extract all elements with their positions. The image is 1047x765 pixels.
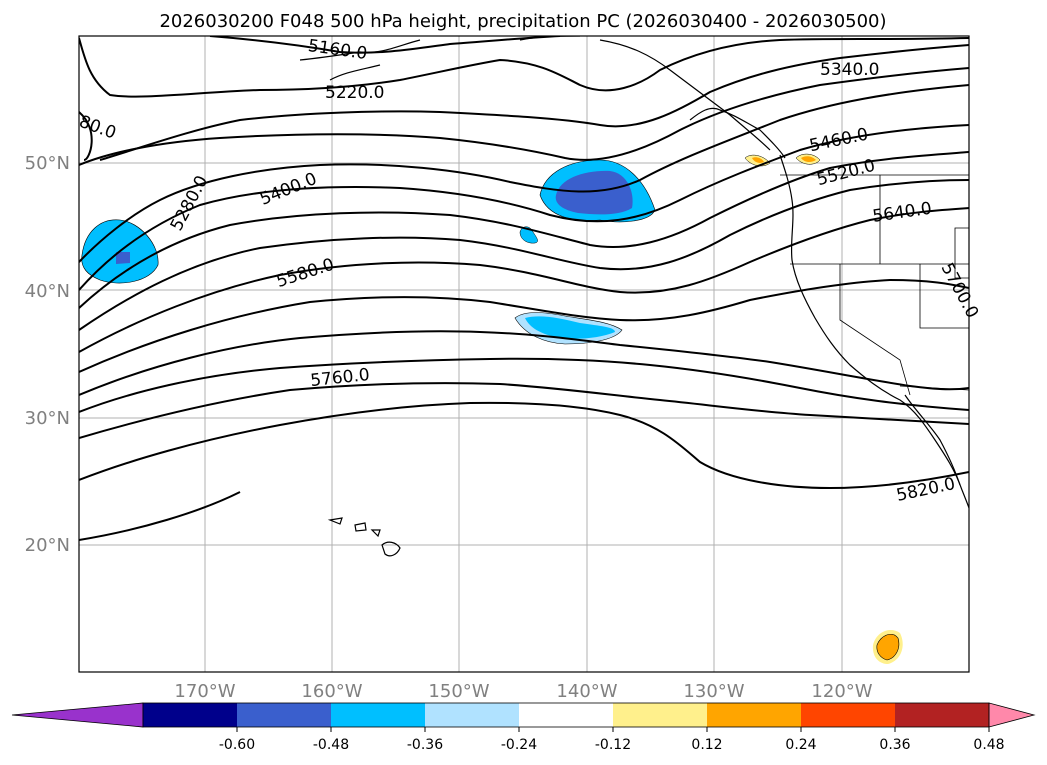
lat-tick-20n: 20°N [25, 535, 70, 556]
colorbar-tick-label: -0.24 [501, 737, 537, 753]
colorbar-tick-label: -0.12 [595, 737, 631, 753]
lat-tick-50n: 50°N [25, 153, 70, 174]
contour-5760b [79, 382, 969, 439]
contour-5160 [209, 36, 561, 54]
contour-label-5400: 5400.0 [257, 169, 320, 210]
lon-tick-140w: 140°W [556, 681, 617, 702]
contour-label-5640: 5640.0 [871, 199, 933, 227]
colorbar-tick-label: -0.48 [313, 737, 349, 753]
lon-tick-160w: 160°W [301, 681, 362, 702]
lat-tick-30n: 30°N [25, 408, 70, 429]
colorbar-segment [895, 703, 990, 727]
colorbar-segment [801, 703, 896, 727]
contour-label-5580: 5580.0 [274, 255, 337, 292]
contour-5520 [79, 151, 969, 309]
precip-positive-north-2-core [801, 156, 816, 163]
colorbar-tick-label: 0.24 [785, 737, 816, 753]
contour-label-80: 80.0 [76, 112, 118, 144]
contour-5760 [79, 357, 969, 413]
lat-tick-labels: 50°N 40°N 30°N 20°N [25, 153, 70, 556]
colorbar-segment [331, 703, 426, 727]
lon-tick-labels: 170°W 160°W 150°W 140°W 130°W 120°W [174, 681, 872, 702]
colorbar-outline [142, 702, 990, 728]
contour-label-5520: 5520.0 [815, 156, 878, 191]
contour-label-5340: 5340.0 [820, 60, 879, 80]
contour-5340 [79, 67, 969, 166]
colorbar-tick-label: -0.60 [219, 737, 255, 753]
colorbar-extend-min [11, 702, 144, 728]
contour-5460 [79, 124, 969, 291]
precip-area-south-core [525, 316, 615, 339]
contour-label-5220: 5220.0 [325, 83, 384, 103]
contour-labels: 5160.0 5220.0 80.0 5280.0 5340.0 5400.0 … [76, 36, 982, 506]
colorbar-segment [237, 703, 332, 727]
colorbar-ticks: -0.60 -0.48 -0.36 -0.24 -0.12 0.12 0.24 0.36 0.4… [219, 727, 1005, 753]
precip-area-west-core [116, 252, 130, 264]
contour-5820a [79, 401, 969, 490]
lon-tick-170w: 170°W [174, 681, 235, 702]
contour-label-5700: 5700.0 [937, 260, 983, 322]
border-states-1 [790, 175, 969, 396]
precip-positive-north-core [752, 157, 764, 163]
contour-5820b [79, 491, 241, 541]
lon-tick-120w: 120°W [811, 681, 872, 702]
contour-label-5820: 5820.0 [895, 474, 957, 506]
island-hawaii-3 [370, 529, 381, 538]
height-contours [79, 36, 969, 541]
lon-tick-150w: 150°W [428, 681, 489, 702]
figure-title: 2026030200 F048 500 hPa height, precipit… [159, 11, 886, 32]
island-hawaii-1 [327, 517, 343, 525]
coast-westcoast [779, 154, 969, 509]
coast-alaska [299, 36, 771, 151]
colorbar-segment [519, 703, 614, 727]
precip-positive-south-core [876, 634, 900, 661]
contour-label-5460: 5460.0 [808, 124, 870, 156]
colorbar-segment [613, 703, 708, 727]
contour-5220 [79, 37, 969, 98]
colorbar-segment [707, 703, 802, 727]
contour-5280 [79, 44, 969, 161]
precip-area-central-core [555, 170, 633, 215]
map-frame [78, 35, 970, 673]
colorbar-tick-label: 0.48 [973, 737, 1004, 753]
contour-5700 [79, 278, 969, 373]
contour-label-5760: 5760.0 [309, 365, 370, 391]
contour-5700b [79, 330, 969, 396]
lat-tick-40n: 40°N [25, 281, 70, 302]
precip-area-small [519, 226, 538, 244]
island-hawaii-2 [354, 522, 367, 532]
coast-bc [689, 107, 786, 159]
colorbar-segment [143, 703, 238, 727]
colorbar: -0.60 -0.48 -0.36 -0.24 -0.12 0.12 0.24 0.36 0.4… [11, 702, 1036, 753]
colorbar-tick-label: 0.36 [879, 737, 910, 753]
island-hawaii-4 [381, 541, 401, 557]
lon-tick-130w: 130°W [683, 681, 744, 702]
colorbar-segment [425, 703, 520, 727]
contour-5640 [79, 207, 969, 353]
contour-5580 [79, 179, 969, 331]
colorbar-segments [11, 702, 1036, 728]
map-area: 5160.0 5220.0 80.0 5280.0 5340.0 5400.0 … [76, 35, 982, 673]
colorbar-tick-label: 0.12 [691, 737, 722, 753]
colorbar-extend-max [988, 702, 1036, 728]
contour-label-5160: 5160.0 [307, 36, 369, 64]
colorbar-tick-label: -0.36 [407, 737, 443, 753]
contour-5400 [79, 84, 969, 263]
border-us-mexico [899, 385, 969, 391]
coastlines [299, 36, 969, 557]
coast-baja [904, 394, 961, 486]
